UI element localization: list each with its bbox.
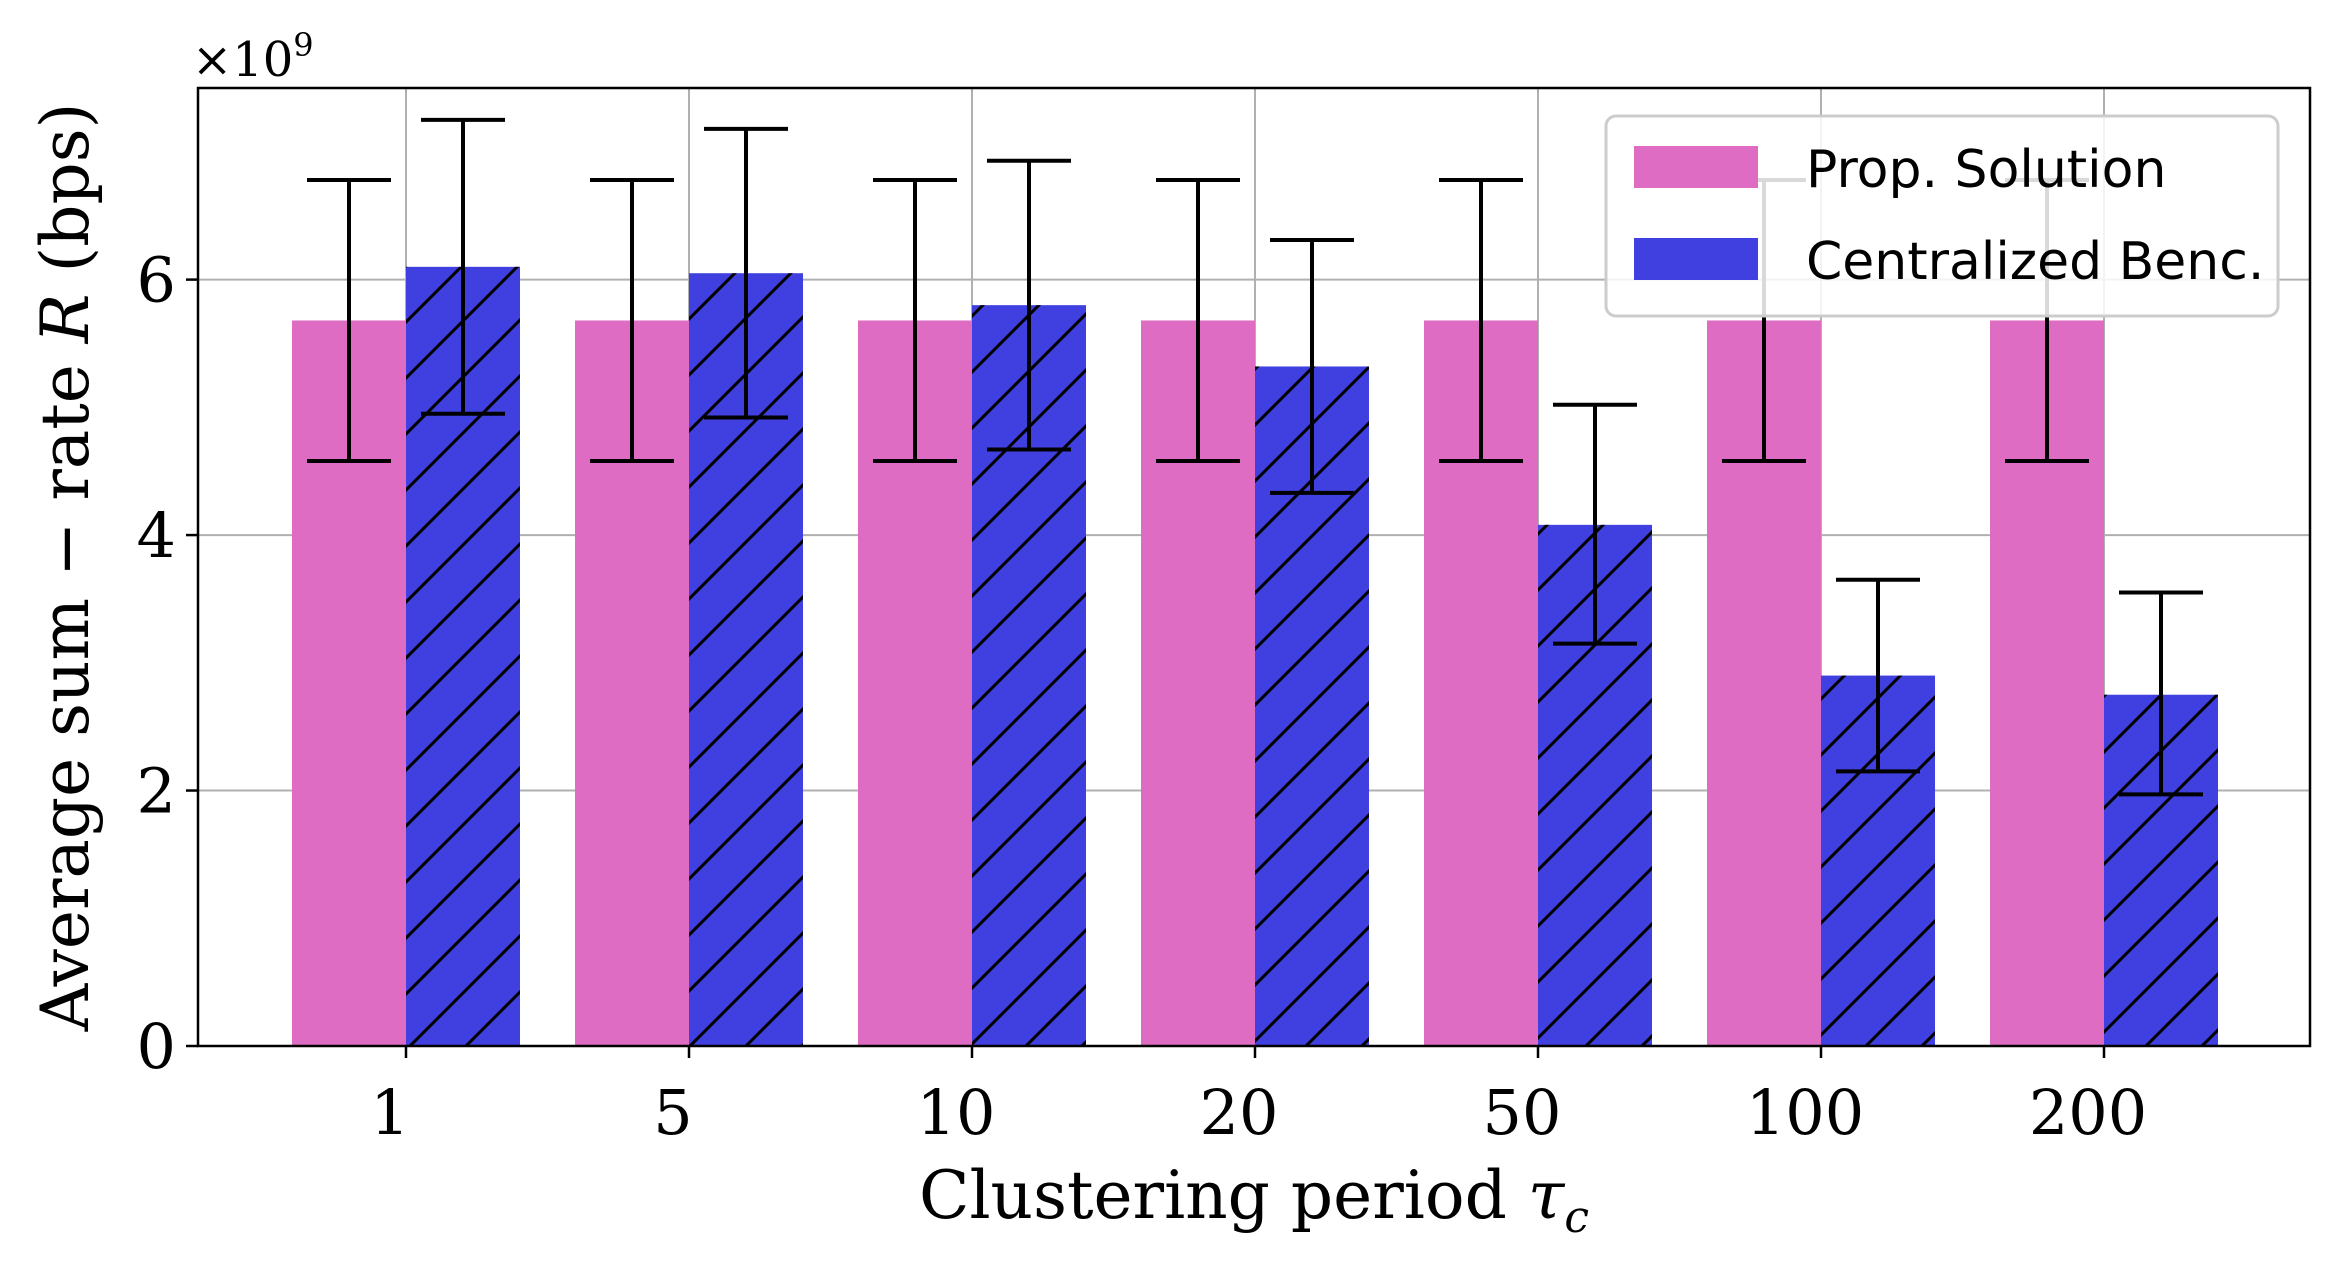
x-axis-title-text: Clustering period bbox=[919, 1157, 1507, 1234]
y-axis-ticks: 0 2 4 6 bbox=[137, 244, 198, 1083]
error-bar-centralized-benc-10 bbox=[987, 158, 1071, 452]
x-tick-label-50: 50 bbox=[1483, 1076, 1562, 1149]
y-axis-title-symbol: R bbox=[27, 293, 104, 344]
y-multiplier-exp: 9 bbox=[293, 26, 313, 64]
x-tick-label-1: 1 bbox=[370, 1076, 409, 1149]
legend: Prop. Solution Centralized Benc. bbox=[1604, 114, 2280, 318]
x-tick-label-10: 10 bbox=[917, 1076, 996, 1149]
x-tick-label-100: 100 bbox=[1746, 1076, 1864, 1149]
y-tick-label: 4 bbox=[137, 499, 176, 572]
error-bar-prop-solution-10 bbox=[873, 177, 957, 463]
x-tick-label-20: 20 bbox=[1200, 1076, 1279, 1149]
x-axis-ticks: 1 5 10 20 50 100 200 bbox=[370, 1046, 2147, 1149]
error-bar-centralized-benc-1 bbox=[421, 117, 505, 416]
legend-swatch-prop-solution bbox=[1634, 146, 1758, 188]
x-tick-label-200: 200 bbox=[2029, 1076, 2147, 1149]
error-bar-centralized-benc-100 bbox=[1836, 577, 1920, 774]
error-bar-centralized-benc-5 bbox=[704, 126, 788, 420]
x-axis-title-symbol: τ bbox=[1528, 1157, 1566, 1234]
legend-label-centralized-benc: Centralized Benc. bbox=[1806, 232, 2264, 292]
error-bar-centralized-benc-200 bbox=[2119, 590, 2203, 797]
error-bar-centralized-benc-20 bbox=[1270, 238, 1354, 495]
error-bar-centralized-benc-50 bbox=[1553, 402, 1637, 646]
y-tick-label: 2 bbox=[137, 755, 176, 828]
y-multiplier: ×109 bbox=[192, 26, 314, 88]
bars bbox=[292, 266, 2218, 1046]
y-axis-title-unit: (bps) bbox=[27, 103, 104, 273]
y-axis-title-text: Average sum − rate bbox=[27, 364, 104, 1032]
error-bar-prop-solution-5 bbox=[590, 177, 674, 463]
x-axis-title-subscript: c bbox=[1564, 1192, 1589, 1243]
y-axis-title: Average sum − rate R (bps) bbox=[27, 103, 104, 1033]
error-bar-prop-solution-1 bbox=[307, 177, 391, 463]
y-tick-label: 0 bbox=[137, 1010, 176, 1083]
legend-swatch-centralized-benc bbox=[1634, 238, 1758, 280]
y-tick-label: 6 bbox=[137, 244, 176, 317]
y-multiplier-base: ×10 bbox=[192, 32, 293, 88]
legend-frame bbox=[1604, 114, 2280, 318]
error-bar-prop-solution-50 bbox=[1439, 177, 1523, 463]
x-axis-title: Clustering period τc bbox=[919, 1157, 1589, 1243]
error-bar-prop-solution-20 bbox=[1156, 177, 1240, 463]
error-bars bbox=[307, 117, 2203, 797]
legend-label-prop-solution: Prop. Solution bbox=[1806, 140, 2166, 200]
x-tick-label-5: 5 bbox=[653, 1076, 692, 1149]
